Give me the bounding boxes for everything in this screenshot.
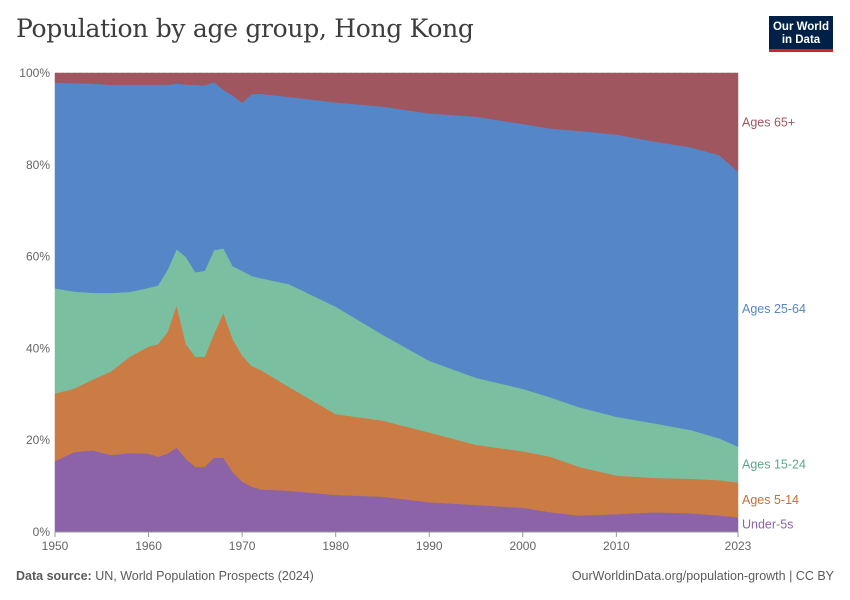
stacked-area-chart: 0% 20% 40% 60% 80% 100% 1950 1960 1970 1980 1990 2… — [19, 66, 806, 553]
y-tick-label: 80% — [26, 158, 50, 172]
owid-logo[interactable]: Our World in Data — [769, 16, 833, 52]
data-source-label: Data source: — [16, 569, 92, 583]
data-source-text: UN, World Population Prospects (2024) — [95, 569, 314, 583]
y-tick-label: 40% — [26, 341, 50, 355]
y-tick-label: 20% — [26, 433, 50, 447]
x-tick-label: 1980 — [322, 539, 349, 553]
area-series — [54, 72, 739, 533]
logo-line-2: in Data — [781, 34, 821, 46]
x-tick-label: 1960 — [135, 539, 162, 553]
y-tick-label: 60% — [26, 250, 50, 264]
x-tick-label: 2010 — [603, 539, 630, 553]
source-link[interactable]: OurWorldinData.org/population-growth | C… — [571, 569, 834, 583]
series-label-ages-65-: Ages 65+ — [742, 115, 795, 129]
y-tick-label: 100% — [19, 66, 50, 80]
series-labels: Ages 65+ Ages 25-64 Ages 15-24 Ages 5-14 Und… — [742, 115, 806, 531]
series-label-under-5s: Under-5s — [742, 518, 793, 532]
area-ages-65- — [54, 72, 739, 173]
chart-title: Population by age group, Hong Kong — [16, 14, 474, 43]
y-axis-ticks: 0% 20% 40% 60% 80% 100% — [19, 66, 50, 539]
x-tick-label: 2023 — [725, 539, 752, 553]
data-source: Data source: UN, World Population Prospe… — [16, 569, 314, 583]
x-tick-label: 1970 — [229, 539, 256, 553]
series-label-ages-5-14: Ages 5-14 — [742, 493, 799, 507]
logo-line-1: Our World — [772, 21, 829, 33]
x-tick-label: 1950 — [42, 539, 69, 553]
x-axis: 1950 1960 1970 1980 1990 2000 2010 2023 — [42, 531, 752, 553]
y-tick-label: 0% — [33, 525, 51, 539]
series-label-ages-15-24: Ages 15-24 — [742, 458, 806, 472]
x-tick-label: 2000 — [509, 539, 536, 553]
x-tick-label: 1990 — [416, 539, 443, 553]
series-label-ages-25-64: Ages 25-64 — [742, 302, 806, 316]
